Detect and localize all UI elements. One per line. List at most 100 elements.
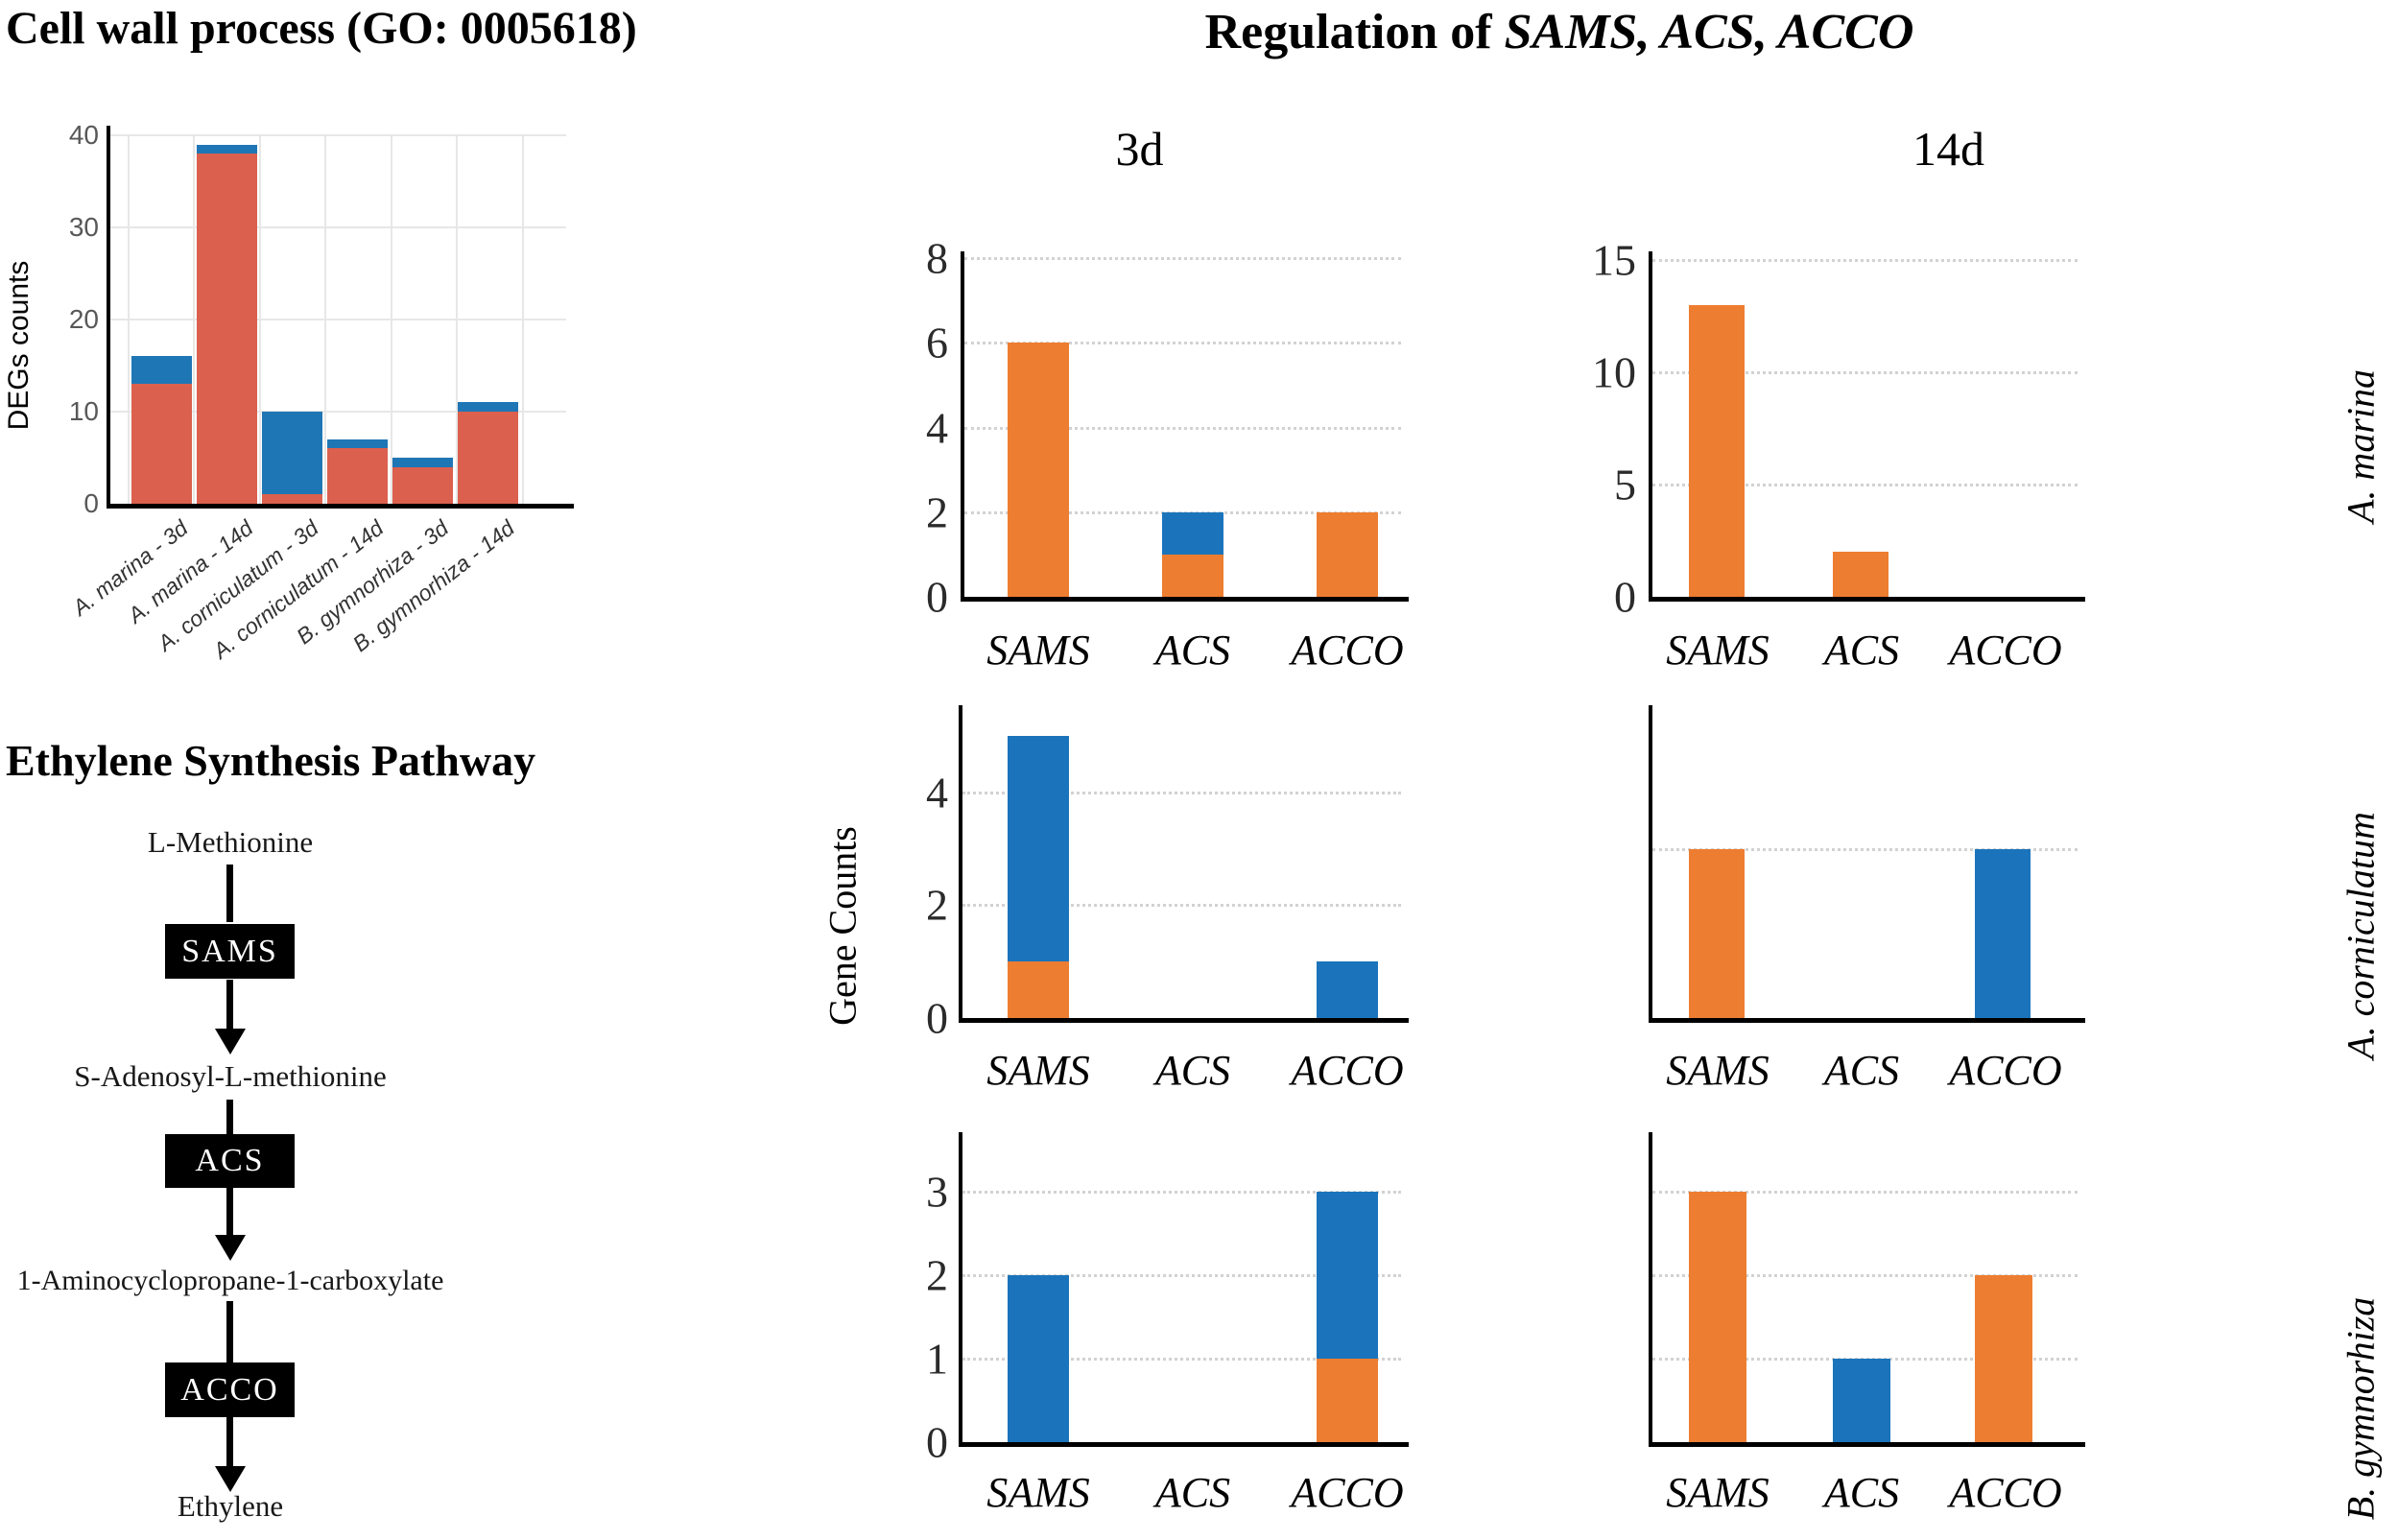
pathway-enzyme-label: ACCO xyxy=(180,1371,279,1408)
bar-degs-A. marina - 14d-red xyxy=(197,154,257,504)
bar-degs-B. gymnorhiza - 14d-blue xyxy=(458,402,518,412)
y-tick-label: 0 xyxy=(926,572,948,622)
y-tick-label: 2 xyxy=(926,880,948,930)
bar-degs-B. gymnorhiza - 3d-red xyxy=(392,466,453,504)
y-tick-label: 40 xyxy=(68,120,99,150)
x-category-label: SAMS xyxy=(986,1047,1090,1094)
bar-c6-ACCO-orange xyxy=(1975,1275,2032,1442)
x-axis-line xyxy=(1649,1442,2085,1447)
y-tick-label: 6 xyxy=(926,318,948,367)
gridline xyxy=(962,904,1401,908)
bar-degs-A. marina - 3d-blue xyxy=(131,356,192,385)
bar-degs-B. gymnorhiza - 3d-blue xyxy=(392,458,453,467)
y-tick-label: 0 xyxy=(1614,572,1636,622)
bar-degs-A. corniculatum - 3d-red xyxy=(262,494,322,504)
y-tick-label: 4 xyxy=(926,403,948,453)
gridline xyxy=(110,319,566,320)
gridline xyxy=(390,135,392,504)
x-category-label: ACCO xyxy=(1949,627,2062,674)
bar-c5-ACCO-blue xyxy=(1317,1192,1378,1359)
bar-c1-SAMS-orange xyxy=(1008,343,1069,597)
pathway-metabolite-s-adenosyl: S-Adenosyl-L-methionine xyxy=(74,1059,387,1093)
gridline xyxy=(193,135,195,504)
y-tick-label: 1 xyxy=(926,1334,948,1384)
gridline xyxy=(964,257,1401,261)
x-category-label: ACS xyxy=(1154,1469,1231,1516)
y-tick-label: 4 xyxy=(926,768,948,817)
bar-c3-SAMS-blue xyxy=(1008,736,1069,962)
gridline xyxy=(456,135,458,504)
bar-c1-ACCO-orange xyxy=(1317,511,1378,597)
pathway-arrowhead-icon xyxy=(215,1466,246,1492)
pathway-arrowhead-icon xyxy=(215,1235,246,1261)
x-category-label: ACCO xyxy=(1291,627,1404,674)
y-axis-line xyxy=(107,126,110,508)
gridline xyxy=(110,411,566,413)
pathway-enzyme-acs: ACS xyxy=(165,1134,295,1188)
bar-c5-SAMS-blue xyxy=(1008,1275,1069,1442)
x-axis-line xyxy=(1649,597,2085,602)
gridline xyxy=(962,1191,1401,1194)
y-tick-label: 8 xyxy=(926,233,948,283)
x-axis-line xyxy=(959,1018,1409,1023)
column-header-14d: 14d xyxy=(1912,122,1984,176)
bar-c6-ACS-blue xyxy=(1833,1359,1890,1442)
gene-counts-y-axis-label: Gene Counts xyxy=(820,826,865,1026)
x-category-label: ACS xyxy=(1154,627,1231,674)
x-category-label: SAMS xyxy=(1666,1469,1770,1516)
x-category-label: ACS xyxy=(1823,627,1900,674)
gridline xyxy=(110,226,566,228)
gridline xyxy=(962,1274,1401,1277)
x-axis-line xyxy=(961,597,1409,602)
y-tick-label: 5 xyxy=(1614,460,1636,509)
y-tick-label: 3 xyxy=(926,1167,948,1217)
x-category-label: ACCO xyxy=(1949,1047,2062,1094)
pathway-arrow-line xyxy=(226,1188,233,1236)
y-axis-line xyxy=(959,705,962,1022)
y-tick-label: 0 xyxy=(83,488,99,518)
y-axis-line xyxy=(1649,251,1652,601)
gridline xyxy=(964,342,1401,345)
gridline xyxy=(962,791,1401,794)
bar-c5-ACCO-orange xyxy=(1317,1359,1378,1442)
y-axis-line xyxy=(1649,705,1652,1022)
x-category-label: ACCO xyxy=(1291,1047,1404,1094)
bar-degs-A. corniculatum - 3d-blue xyxy=(262,412,322,495)
y-tick-label: 15 xyxy=(1592,235,1636,285)
gridline xyxy=(1652,371,2078,374)
bar-degs-A. marina - 14d-blue xyxy=(197,144,257,154)
pathway-arrow-line xyxy=(226,865,233,922)
gridline xyxy=(324,135,326,504)
pathway-arrowhead-icon xyxy=(215,1029,246,1054)
gridline xyxy=(1652,1191,2078,1194)
gridline xyxy=(127,135,130,504)
pathway-arrow-line xyxy=(226,1417,233,1467)
regulation-title: Regulation of SAMS, ACS, ACCO xyxy=(912,4,2207,60)
row-label-a-corniculatum: A. corniculatum xyxy=(2339,812,2383,1059)
gridline xyxy=(962,1358,1401,1361)
bar-c3-SAMS-orange xyxy=(1008,961,1069,1018)
gridline xyxy=(1652,259,2078,262)
pathway-arrow-line xyxy=(226,1301,233,1362)
bar-degs-B. gymnorhiza - 14d-red xyxy=(458,412,518,504)
y-tick-label: 10 xyxy=(1592,347,1636,397)
gridline xyxy=(1652,847,2078,851)
degs-y-axis-label: DEGs counts xyxy=(3,260,35,431)
x-category-label: SAMS xyxy=(1666,1047,1770,1094)
pathway-title: Ethylene Synthesis Pathway xyxy=(6,736,536,785)
gridline xyxy=(110,134,566,136)
bar-c2-SAMS-orange xyxy=(1689,304,1745,597)
bar-degs-A. corniculatum - 14d-red xyxy=(327,448,388,504)
x-axis-line xyxy=(1649,1018,2085,1023)
x-category-label: SAMS xyxy=(986,1469,1090,1516)
bar-c4-ACCO-blue xyxy=(1975,848,2031,1018)
x-category-label: ACCO xyxy=(1949,1469,2062,1516)
pathway-enzyme-label: ACS xyxy=(195,1143,265,1178)
bar-c4-SAMS-orange xyxy=(1689,848,1745,1018)
pathway-enzyme-sams: SAMS xyxy=(165,924,295,979)
gridline xyxy=(521,135,524,504)
bar-c6-SAMS-orange xyxy=(1689,1192,1746,1442)
bar-c1-ACS-orange xyxy=(1162,554,1223,597)
pathway-metabolite-ethylene: Ethylene xyxy=(177,1489,284,1523)
